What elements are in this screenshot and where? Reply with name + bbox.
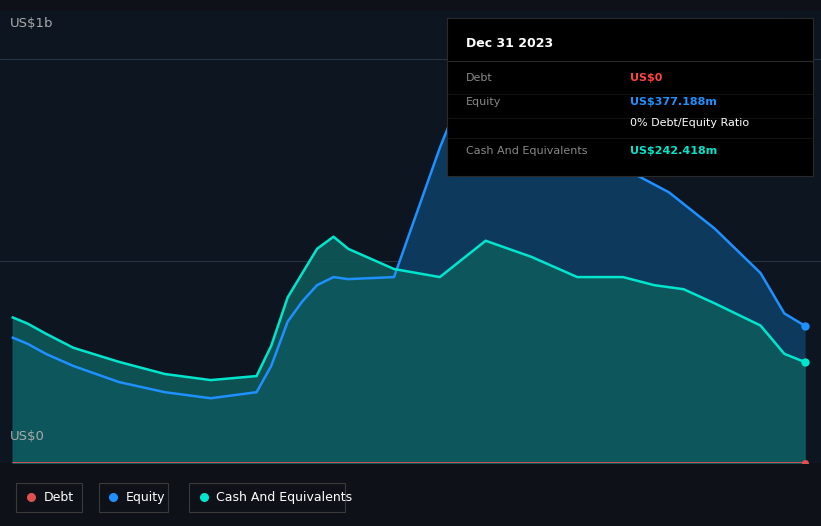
Text: US$1b: US$1b [10, 17, 53, 31]
Text: Equity: Equity [126, 491, 165, 503]
Text: Cash And Equivalents: Cash And Equivalents [466, 146, 587, 156]
Text: Dec 31 2023: Dec 31 2023 [466, 37, 553, 50]
Text: 0% Debt/Equity Ratio: 0% Debt/Equity Ratio [631, 117, 750, 128]
Text: US$0: US$0 [631, 73, 663, 84]
Text: Debt: Debt [44, 491, 74, 503]
Text: Equity: Equity [466, 97, 501, 107]
Text: Cash And Equivalents: Cash And Equivalents [216, 491, 352, 503]
Text: US$377.188m: US$377.188m [631, 97, 717, 107]
Text: US$242.418m: US$242.418m [631, 146, 718, 156]
Text: Debt: Debt [466, 73, 493, 84]
Text: US$0: US$0 [10, 430, 44, 442]
